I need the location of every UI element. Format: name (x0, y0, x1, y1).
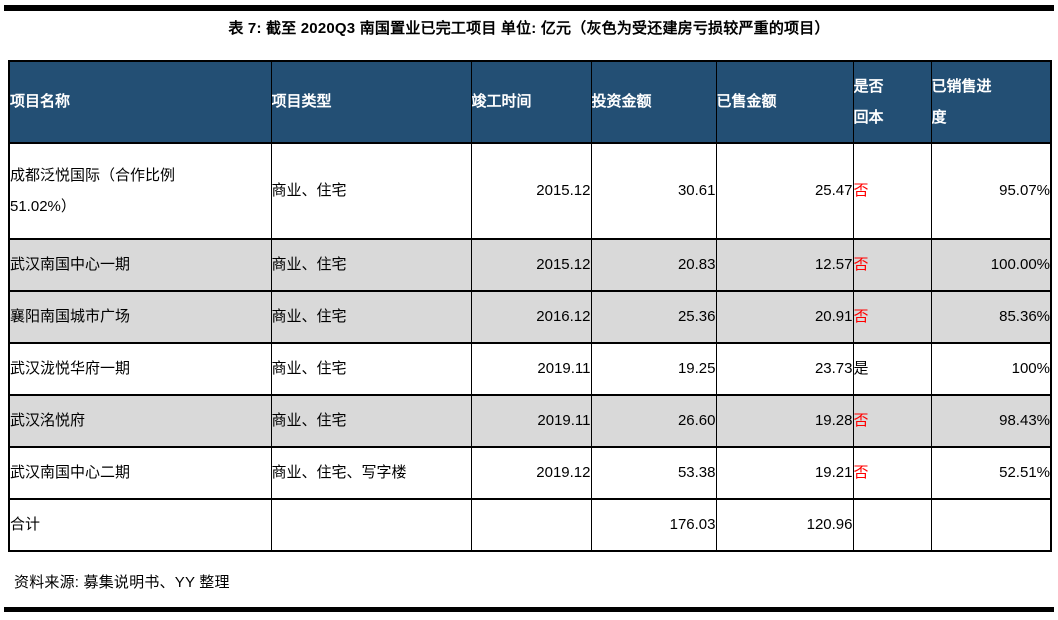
cell-sales-progress: 100% (930, 342, 1052, 396)
cell-completion-date: 2019.11 (470, 394, 592, 448)
cell-completion-date (470, 498, 592, 552)
cell-project-type (270, 498, 472, 552)
top-divider (4, 5, 1054, 11)
cell-total-label: 合计 (8, 498, 272, 552)
col-header-sales-progress: 已销售进 度 (930, 60, 1052, 144)
completed-projects-table: 项目名称 项目类型 竣工时间 投资金额 已售金额 是否 回本 已销售进 度 成都… (8, 60, 1052, 552)
cell-investment: 53.38 (590, 446, 717, 500)
col-header-project-name: 项目名称 (8, 60, 272, 144)
cell-sales-progress: 100.00% (930, 238, 1052, 292)
table-row: 武汉南国中心二期 商业、住宅、写字楼 2019.12 53.38 19.21 否… (8, 446, 1052, 500)
cell-completion-date: 2019.11 (470, 342, 592, 396)
table-row: 襄阳南国城市广场 商业、住宅 2016.12 25.36 20.91 否 85.… (8, 290, 1052, 344)
table-row: 成都泛悦国际（合作比例 51.02%） 商业、住宅 2015.12 30.61 … (8, 142, 1052, 240)
col-header-sold-amount: 已售金额 (715, 60, 854, 144)
cell-payback: 否 (852, 142, 932, 240)
cell-project-type: 商业、住宅 (270, 142, 472, 240)
cell-payback: 是 (852, 342, 932, 396)
cell-sold-amount: 19.21 (715, 446, 854, 500)
cell-investment: 25.36 (590, 290, 717, 344)
source-note: 资料来源: 募集说明书、YY 整理 (14, 574, 230, 591)
cell-completion-date: 2016.12 (470, 290, 592, 344)
table-row: 武汉南国中心一期 商业、住宅 2015.12 20.83 12.57 否 100… (8, 238, 1052, 292)
cell-total-investment: 176.03 (590, 498, 717, 552)
cell-completion-date: 2019.12 (470, 446, 592, 500)
cell-sold-amount: 12.57 (715, 238, 854, 292)
cell-sales-progress: 85.36% (930, 290, 1052, 344)
cell-completion-date: 2015.12 (470, 238, 592, 292)
col-header-project-type: 项目类型 (270, 60, 472, 144)
cell-investment: 26.60 (590, 394, 717, 448)
cell-sales-progress: 52.51% (930, 446, 1052, 500)
bottom-divider (4, 607, 1054, 612)
cell-investment: 19.25 (590, 342, 717, 396)
cell-project-type: 商业、住宅 (270, 394, 472, 448)
cell-completion-date: 2015.12 (470, 142, 592, 240)
cell-project-name: 武汉洺悦府 (8, 394, 272, 448)
cell-project-name: 武汉泷悦华府一期 (8, 342, 272, 396)
cell-investment: 20.83 (590, 238, 717, 292)
cell-sold-amount: 23.73 (715, 342, 854, 396)
cell-project-name: 成都泛悦国际（合作比例 51.02%） (8, 142, 272, 240)
table-row: 武汉泷悦华府一期 商业、住宅 2019.11 19.25 23.73 是 100… (8, 342, 1052, 396)
table-title: 表 7: 截至 2020Q3 南国置业已完工项目 单位: 亿元（灰色为受还建房亏… (228, 20, 830, 37)
cell-payback: 否 (852, 238, 932, 292)
cell-sold-amount: 25.47 (715, 142, 854, 240)
cell-payback: 否 (852, 446, 932, 500)
cell-sold-amount: 20.91 (715, 290, 854, 344)
cell-total-sold: 120.96 (715, 498, 854, 552)
cell-sold-amount: 19.28 (715, 394, 854, 448)
col-header-payback: 是否 回本 (852, 60, 932, 144)
cell-investment: 30.61 (590, 142, 717, 240)
cell-payback (852, 498, 932, 552)
cell-sales-progress: 95.07% (930, 142, 1052, 240)
cell-project-name: 襄阳南国城市广场 (8, 290, 272, 344)
cell-project-type: 商业、住宅、写字楼 (270, 446, 472, 500)
table-total-row: 合计 176.03 120.96 (8, 498, 1052, 552)
cell-project-name: 武汉南国中心一期 (8, 238, 272, 292)
cell-payback: 否 (852, 394, 932, 448)
cell-payback: 否 (852, 290, 932, 344)
cell-sales-progress (930, 498, 1052, 552)
table-row: 武汉洺悦府 商业、住宅 2019.11 26.60 19.28 否 98.43% (8, 394, 1052, 448)
cell-project-type: 商业、住宅 (270, 342, 472, 396)
cell-project-type: 商业、住宅 (270, 290, 472, 344)
cell-project-name: 武汉南国中心二期 (8, 446, 272, 500)
cell-project-type: 商业、住宅 (270, 238, 472, 292)
cell-sales-progress: 98.43% (930, 394, 1052, 448)
col-header-investment: 投资金额 (590, 60, 717, 144)
table-header-row: 项目名称 项目类型 竣工时间 投资金额 已售金额 是否 回本 已销售进 度 (8, 60, 1052, 144)
col-header-completion-date: 竣工时间 (470, 60, 592, 144)
